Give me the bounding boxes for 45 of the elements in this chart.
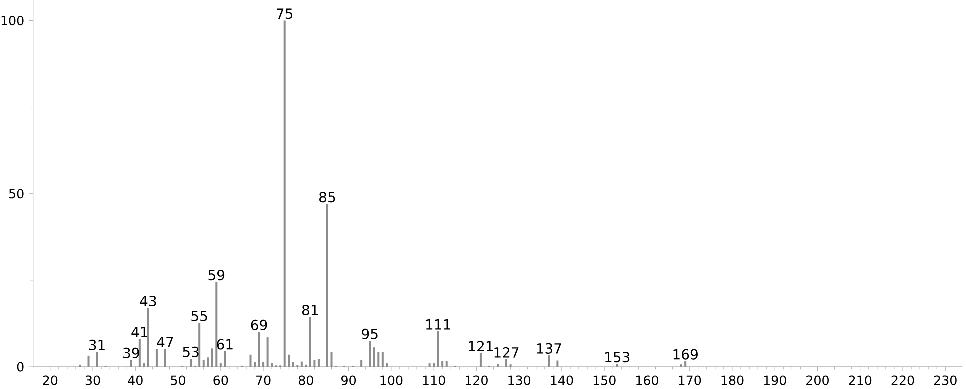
annotation: 69 <box>251 320 268 330</box>
annotation: 169 <box>674 349 698 360</box>
x-tick-label: 170 <box>679 376 702 386</box>
annotation: 81 <box>302 304 318 316</box>
x-tick-label: 70 <box>256 376 271 386</box>
annotation: 75 <box>277 8 293 20</box>
x-tick-label: 20 <box>43 376 58 386</box>
x-tick-label: 200 <box>806 376 829 386</box>
annotation: 53 <box>183 346 199 358</box>
x-tick-label: 230 <box>934 376 957 386</box>
annotation: 59 <box>208 270 225 281</box>
annotation: 121 <box>469 341 494 352</box>
y-tick-label: 100 <box>2 16 24 26</box>
x-tick-label: 80 <box>298 376 314 386</box>
annotation: 39 <box>124 348 140 358</box>
y-tick-label: 0 <box>17 362 24 372</box>
annotation: 95 <box>362 328 378 340</box>
x-tick-label: 30 <box>86 376 100 386</box>
x-tick-label: 60 <box>214 376 228 386</box>
x-tick-label: 110 <box>423 376 446 386</box>
annotation: 55 <box>192 311 208 322</box>
x-tick-label: 90 <box>342 376 356 386</box>
annotation: 47 <box>157 337 174 348</box>
x-tick-label: 160 <box>636 376 658 386</box>
annotation: 127 <box>494 347 519 358</box>
y-tick-label: 50 <box>9 189 24 199</box>
x-tick-label: 120 <box>466 376 488 386</box>
annotation: 85 <box>320 192 336 203</box>
x-tick-label: 180 <box>722 376 744 386</box>
annotation: 31 <box>89 340 105 350</box>
x-tick-label: 220 <box>892 376 914 386</box>
x-tick-label: 150 <box>594 376 616 386</box>
annotation: 41 <box>132 327 148 338</box>
annotation: 111 <box>426 320 450 330</box>
x-tick-label: 130 <box>508 376 531 386</box>
x-tick-label: 100 <box>380 376 403 386</box>
annotation: 61 <box>217 339 233 350</box>
annotation: 43 <box>140 296 156 307</box>
x-tick-label: 50 <box>171 376 186 386</box>
x-tick-label: 210 <box>849 376 872 386</box>
annotation: 153 <box>606 352 630 363</box>
x-tick-label: 140 <box>551 376 574 386</box>
x-tick-label: 190 <box>764 376 786 386</box>
annotation: 137 <box>537 343 562 354</box>
x-tick-label: 40 <box>128 376 143 386</box>
